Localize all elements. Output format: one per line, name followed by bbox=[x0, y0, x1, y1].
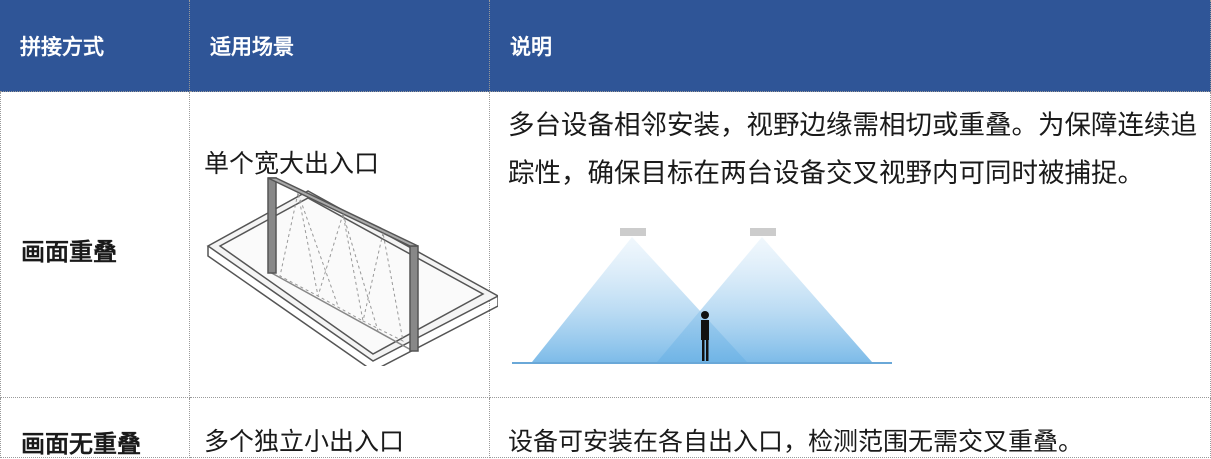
cell: 单个宽大出入口 bbox=[190, 92, 498, 398]
header-text: 说明 bbox=[510, 34, 552, 59]
cell: 多台设备相邻安装，视野边缘需相切或重叠。为保障连续追踪性，确保目标在两台设备交叉… bbox=[490, 92, 1211, 398]
entrance-illustration bbox=[206, 177, 498, 366]
header-cell: 适用场景 bbox=[190, 0, 490, 92]
cell-text: 单个宽大出入口 bbox=[204, 149, 380, 178]
cell: 多个独立小出入口 bbox=[190, 398, 490, 458]
cell: 设备可安装在各自出入口，检测范围无需交叉重叠。 bbox=[490, 398, 1211, 458]
cell-text: 画面重叠 bbox=[21, 238, 117, 266]
cell-text: 画面无重叠 bbox=[21, 430, 141, 458]
cell: 画面无重叠 bbox=[0, 398, 190, 458]
header-text: 拼接方式 bbox=[20, 34, 104, 59]
cell-text: 多台设备相邻安装，视野边缘需相切或重叠。为保障连续追踪性，确保目标在两台设备交叉… bbox=[508, 110, 1197, 189]
overlap-illustration bbox=[512, 228, 892, 364]
cell: 画面重叠 bbox=[0, 92, 190, 398]
header-cell: 拼接方式 bbox=[0, 0, 190, 92]
header-cell: 说明 bbox=[490, 0, 1211, 92]
header-text: 适用场景 bbox=[210, 34, 294, 59]
cell-text: 多个独立小出入口 bbox=[204, 427, 405, 456]
cell-text: 设备可安装在各自出入口，检测范围无需交叉重叠。 bbox=[508, 427, 1084, 456]
